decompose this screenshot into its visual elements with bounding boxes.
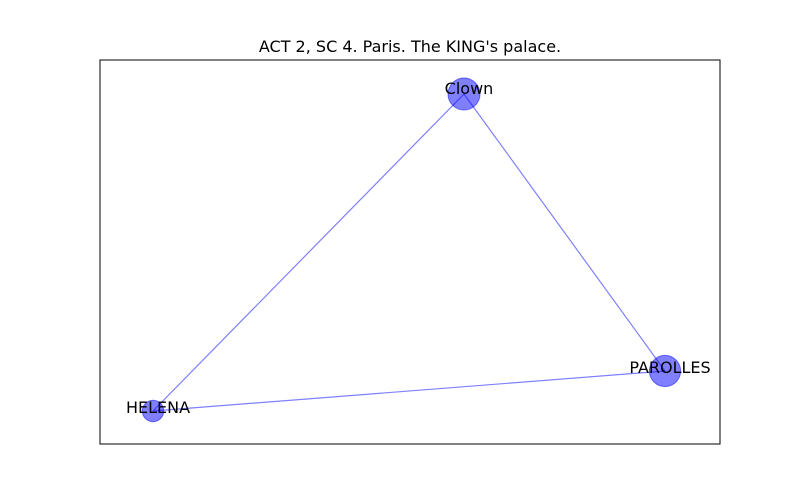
- edges-layer: [152, 93, 666, 412]
- edge-helena-parolles: [152, 370, 666, 412]
- node-label-parolles: PAROLLES: [629, 358, 710, 377]
- edge-clown-helena: [152, 93, 465, 412]
- node-parolles[interactable]: [648, 354, 682, 388]
- plot-frame: [99, 59, 721, 445]
- node-label-helena: HELENA: [126, 398, 190, 417]
- node-helena[interactable]: [141, 399, 165, 423]
- figure-title: ACT 2, SC 4. Paris. The KING's palace.: [259, 37, 561, 56]
- nodes-layer: [141, 77, 682, 423]
- labels-layer: Clown PAROLLES HELENA: [126, 79, 711, 417]
- node-clown[interactable]: [447, 77, 481, 111]
- edge-clown-parolles: [463, 93, 666, 372]
- node-label-clown: Clown: [445, 79, 494, 98]
